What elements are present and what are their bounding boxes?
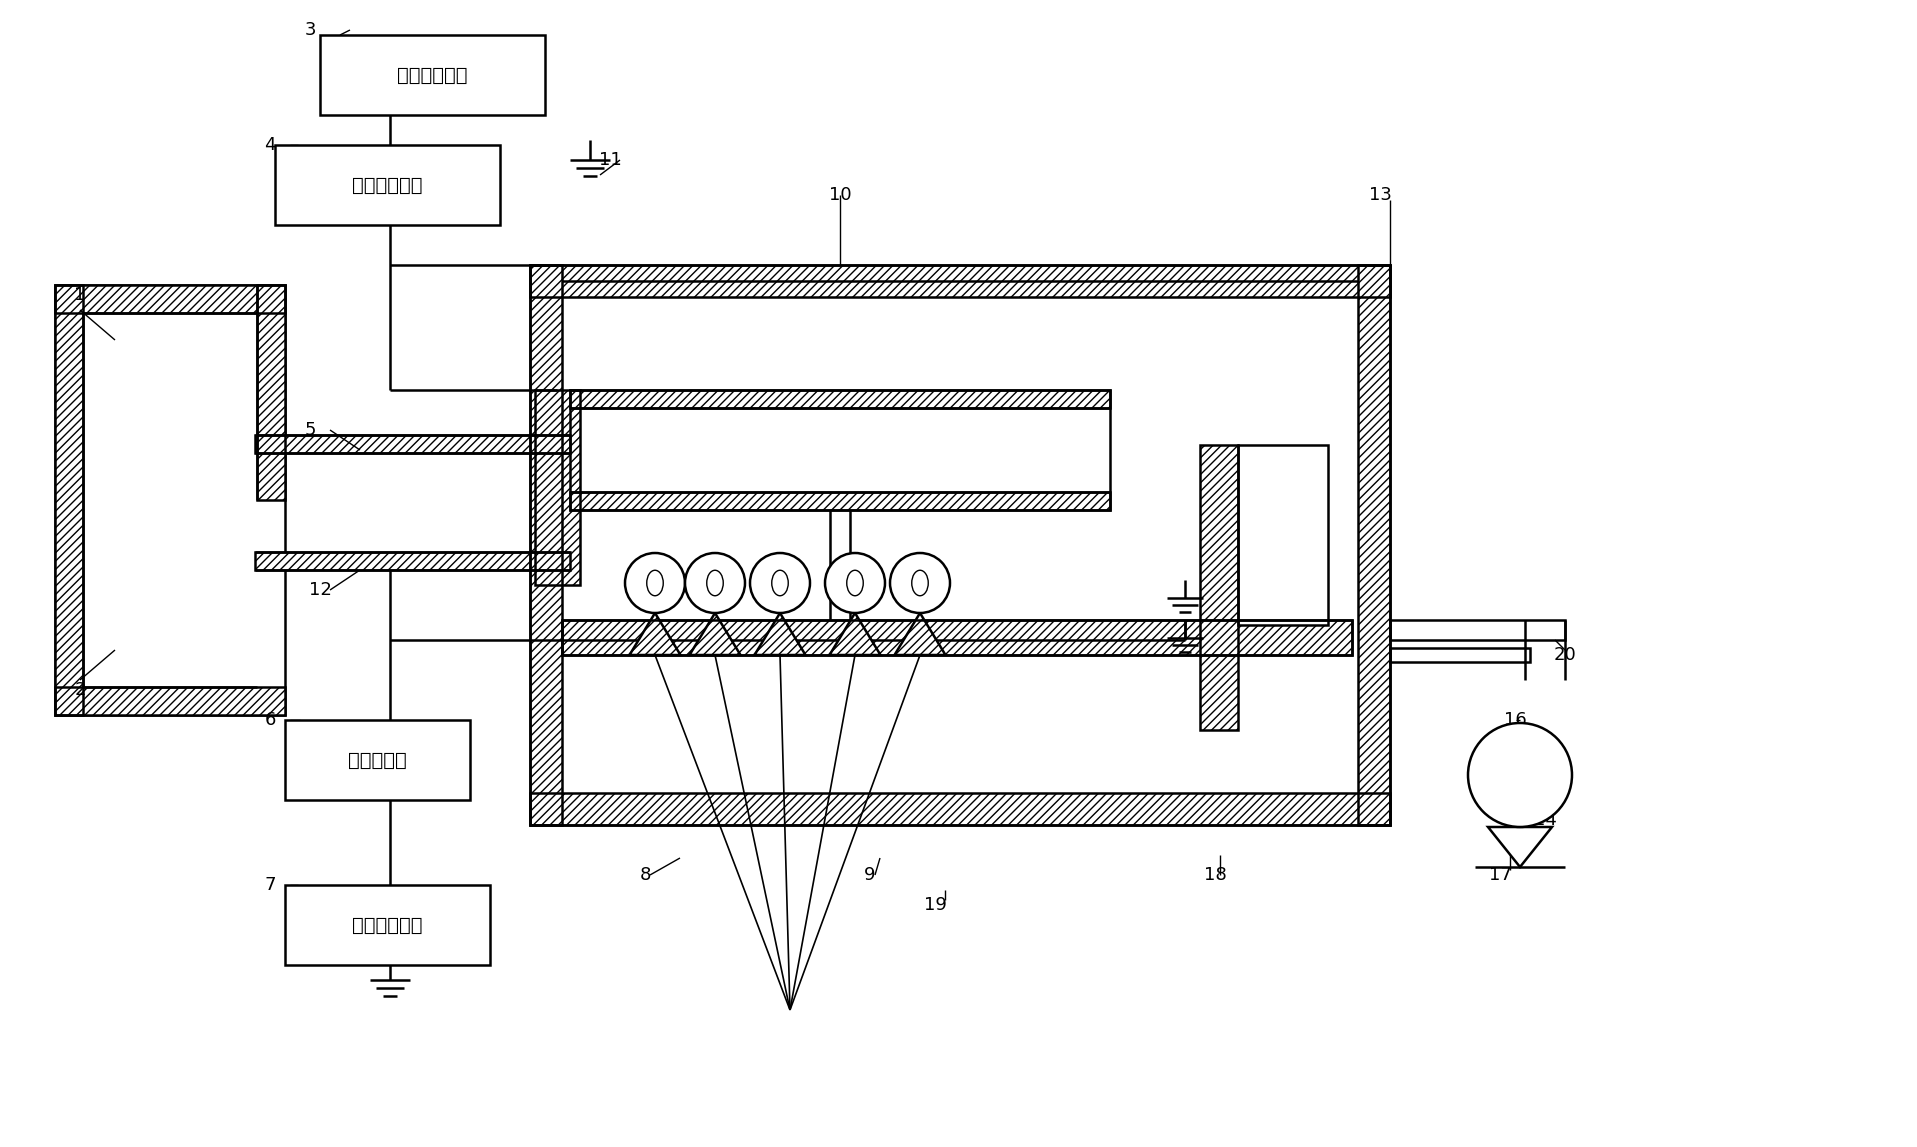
Bar (255, 435, 569, 453)
Text: 射频电源系统: 射频电源系统 (397, 65, 468, 85)
Ellipse shape (707, 570, 723, 595)
Bar (274, 145, 500, 225)
Bar (1390, 648, 1530, 662)
Ellipse shape (646, 570, 663, 595)
Circle shape (625, 553, 684, 612)
Circle shape (889, 553, 951, 612)
Bar (569, 390, 1110, 408)
Bar (535, 390, 581, 585)
Text: 18: 18 (1204, 866, 1227, 884)
Ellipse shape (912, 570, 928, 595)
Bar (255, 435, 569, 453)
Text: 13: 13 (1369, 186, 1392, 204)
Bar (1357, 265, 1390, 825)
Text: 11: 11 (598, 151, 621, 169)
Bar (286, 885, 491, 965)
Text: 4: 4 (265, 136, 276, 154)
Circle shape (684, 553, 746, 612)
Text: 10: 10 (828, 186, 851, 204)
Bar (529, 793, 1390, 825)
Polygon shape (895, 612, 945, 655)
Polygon shape (830, 612, 880, 655)
Bar (56, 284, 286, 715)
Bar (569, 492, 1110, 510)
Bar (255, 552, 569, 570)
Text: 2: 2 (75, 681, 86, 699)
Bar (257, 284, 286, 500)
Polygon shape (629, 612, 681, 655)
Bar (257, 284, 286, 500)
Polygon shape (1488, 827, 1553, 867)
Circle shape (824, 553, 886, 612)
Text: 14: 14 (1534, 811, 1557, 829)
Text: 9: 9 (865, 866, 876, 884)
Bar (1200, 445, 1238, 729)
Circle shape (750, 553, 811, 612)
Text: 匹配保护电路: 匹配保护电路 (353, 175, 424, 195)
Bar (286, 720, 470, 799)
Text: 6: 6 (265, 711, 276, 729)
Bar (1357, 265, 1390, 825)
Bar (569, 492, 1110, 510)
Text: 15: 15 (1534, 771, 1557, 789)
Bar (529, 265, 1390, 297)
Bar (529, 265, 562, 825)
Text: 5: 5 (305, 421, 316, 439)
Bar (529, 793, 1390, 825)
Ellipse shape (847, 570, 863, 595)
Bar (1390, 621, 1564, 640)
Bar (56, 284, 82, 715)
Bar (56, 687, 286, 715)
Bar (569, 390, 1110, 408)
Text: 低通滤波器: 低通滤波器 (349, 750, 406, 770)
Text: 12: 12 (309, 582, 332, 599)
Bar (529, 265, 562, 825)
Text: 20: 20 (1553, 646, 1576, 664)
Text: 1: 1 (75, 286, 86, 304)
Bar (529, 265, 1390, 297)
Text: 7: 7 (265, 876, 276, 894)
Text: 17: 17 (1490, 866, 1511, 884)
Circle shape (1468, 723, 1572, 827)
Text: 16: 16 (1503, 711, 1526, 729)
Ellipse shape (773, 570, 788, 595)
Bar (56, 687, 286, 715)
Bar (562, 621, 1351, 655)
Bar (255, 552, 569, 570)
Text: 8: 8 (638, 866, 650, 884)
Text: 19: 19 (924, 896, 947, 914)
Polygon shape (755, 612, 805, 655)
Bar (1200, 445, 1238, 729)
Bar (1238, 445, 1328, 625)
Bar (562, 621, 1351, 655)
Bar (535, 390, 581, 585)
Polygon shape (690, 612, 740, 655)
Bar (56, 284, 286, 313)
Text: 3: 3 (305, 21, 316, 39)
Bar (56, 284, 82, 715)
Bar (562, 621, 1351, 655)
Bar (56, 284, 286, 313)
Bar (529, 265, 1390, 825)
Bar (320, 36, 544, 115)
Bar (569, 390, 1110, 510)
Text: 高压脉冲电源: 高压脉冲电源 (353, 915, 424, 935)
